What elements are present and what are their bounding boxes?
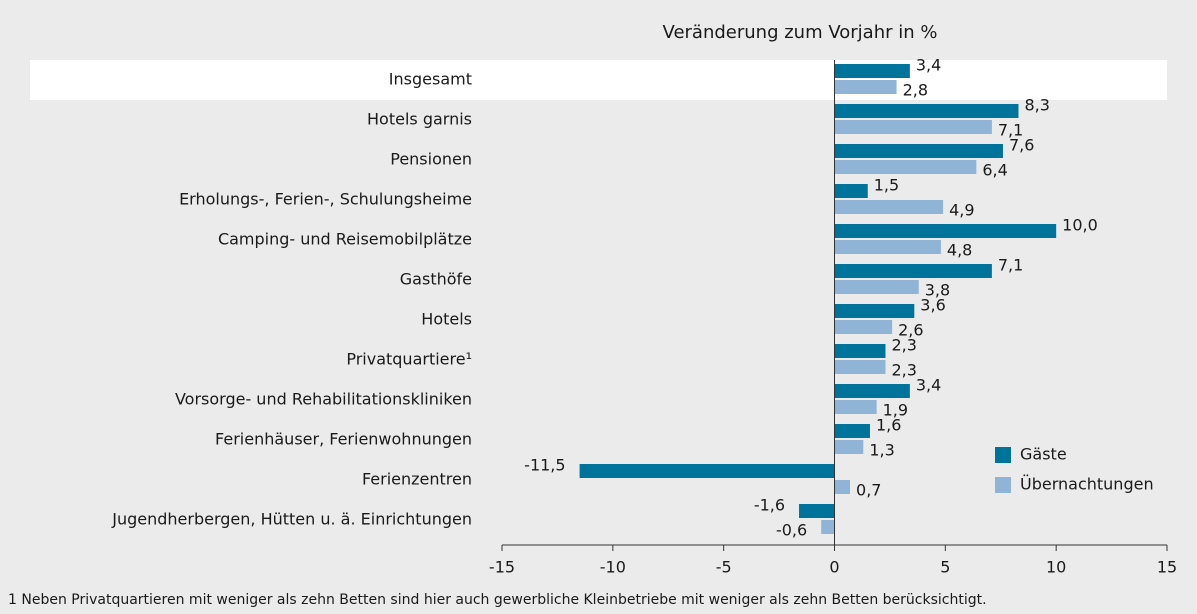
- value-label: 4,9: [949, 201, 974, 220]
- category-label: Privatquartiere¹: [346, 350, 472, 369]
- value-label: 7,6: [1009, 136, 1034, 155]
- value-label: 0,7: [856, 481, 881, 500]
- value-label: 3,4: [916, 56, 941, 75]
- value-label: 1,9: [883, 401, 908, 420]
- bar: [834, 384, 910, 398]
- highlight-row: [30, 60, 1167, 100]
- legend-label: Übernachtungen: [1020, 475, 1154, 494]
- value-label: -11,5: [524, 456, 565, 475]
- legend-swatch: [995, 477, 1011, 493]
- x-tick-label: 5: [940, 558, 950, 577]
- value-label: 7,1: [998, 256, 1023, 275]
- value-label: 2,6: [898, 321, 923, 340]
- category-label: Gasthöfe: [400, 270, 472, 289]
- value-label: 3,6: [920, 296, 945, 315]
- bar: [834, 424, 870, 438]
- bar: [799, 504, 835, 518]
- bar: [834, 144, 1003, 158]
- chart-title: Veränderung zum Vorjahr in %: [663, 22, 938, 43]
- value-label: 1,3: [869, 441, 894, 460]
- x-tick-label: -10: [600, 558, 626, 577]
- bar: [821, 520, 835, 534]
- value-label: 7,1: [998, 121, 1023, 140]
- x-tick-label: 0: [829, 558, 839, 577]
- bar: [579, 464, 835, 478]
- bar: [834, 184, 868, 198]
- bar: [834, 224, 1057, 238]
- category-label: Pensionen: [390, 150, 472, 169]
- category-label: Camping- und Reisemobilplätze: [218, 230, 472, 249]
- category-label: Vorsorge- und Rehabilitationskliniken: [175, 390, 472, 409]
- value-label: 2,8: [903, 81, 928, 100]
- legend-label: Gäste: [1020, 445, 1067, 464]
- bar: [834, 280, 919, 294]
- legend-swatch: [995, 447, 1011, 463]
- value-label: 10,0: [1062, 216, 1098, 235]
- bar: [834, 264, 992, 278]
- x-tick-label: 10: [1046, 558, 1066, 577]
- value-label: -0,6: [776, 521, 807, 540]
- bar: [834, 440, 864, 454]
- x-tick-label: -5: [716, 558, 732, 577]
- bar: [834, 104, 1019, 118]
- value-label: 3,8: [925, 281, 950, 300]
- category-label: Insgesamt: [389, 70, 472, 89]
- value-label: 3,4: [916, 376, 941, 395]
- value-label: 1,6: [876, 416, 901, 435]
- bar: [834, 360, 886, 374]
- category-label: Ferienzentren: [362, 470, 472, 489]
- value-label: 6,4: [982, 161, 1007, 180]
- bar: [834, 480, 851, 494]
- category-label: Hotels garnis: [367, 110, 472, 129]
- category-label: Hotels: [421, 310, 472, 329]
- bar: [834, 200, 944, 214]
- bar: [834, 240, 941, 254]
- value-label: 2,3: [891, 361, 916, 380]
- category-label: Erholungs-, Ferien-, Schulungsheime: [179, 190, 472, 209]
- bar: [834, 64, 910, 78]
- category-label: Ferienhäuser, Ferienwohnungen: [215, 430, 472, 449]
- bar: [834, 304, 915, 318]
- bar: [834, 320, 893, 334]
- value-label: 1,5: [874, 176, 899, 195]
- value-label: 2,3: [891, 336, 916, 355]
- bar: [834, 400, 877, 414]
- bar: [834, 120, 992, 134]
- bar: [834, 80, 897, 94]
- value-label: -1,6: [754, 496, 785, 515]
- category-label: Jugendherbergen, Hütten u. ä. Einrichtun…: [111, 510, 472, 529]
- x-tick-label: -15: [489, 558, 515, 577]
- bar: [834, 160, 977, 174]
- footnote: 1 Neben Privatquartieren mit weniger als…: [8, 592, 987, 608]
- value-label: 4,8: [947, 241, 972, 260]
- x-tick-label: 15: [1157, 558, 1177, 577]
- bar: [834, 344, 886, 358]
- value-label: 8,3: [1024, 96, 1049, 115]
